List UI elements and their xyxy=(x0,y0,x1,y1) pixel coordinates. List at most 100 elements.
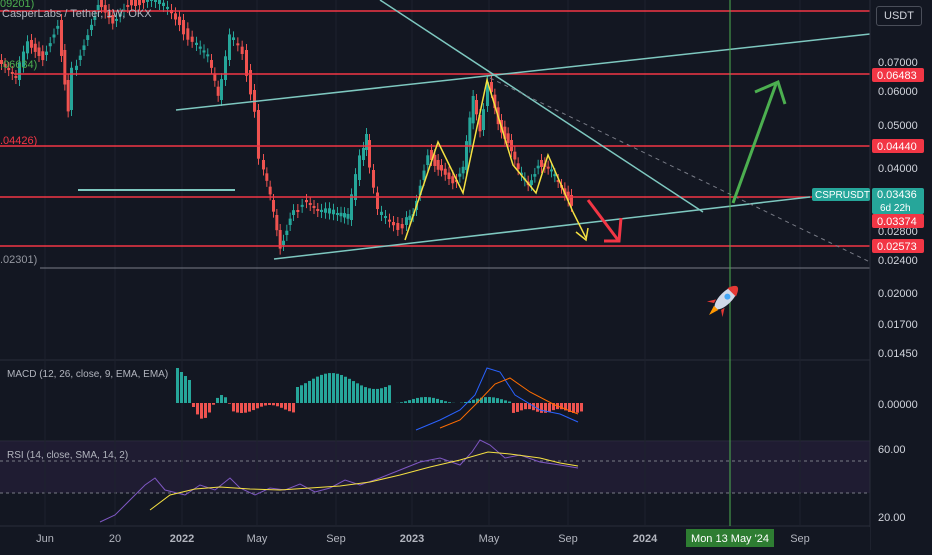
macd-bar xyxy=(240,403,243,413)
candle-body xyxy=(275,215,278,230)
macd-bar xyxy=(344,377,347,403)
rsi-band xyxy=(0,441,870,493)
countdown-label: 6d 22h xyxy=(880,203,911,214)
rsi-tick: 60.00 xyxy=(878,444,906,456)
candle-body xyxy=(34,44,37,52)
candle-body xyxy=(86,35,89,40)
macd-bar xyxy=(524,403,527,409)
candle-body xyxy=(316,209,319,211)
candle-body xyxy=(365,134,368,150)
macd-bar xyxy=(332,373,335,403)
left-level-label: .04426) xyxy=(0,135,37,147)
macd-bar xyxy=(496,398,499,403)
macd-bar xyxy=(188,380,191,403)
candle-body xyxy=(195,43,198,45)
price-tag-label: 0.02573 xyxy=(877,241,917,253)
candle-body xyxy=(11,72,14,74)
time-tick: Sep xyxy=(790,533,810,545)
macd-bar xyxy=(324,374,327,403)
macd-bar xyxy=(412,399,415,403)
macd-bar xyxy=(196,403,199,414)
macd-bar xyxy=(404,401,407,403)
candle-body xyxy=(482,109,485,130)
macd-bar xyxy=(440,400,443,403)
candle-body xyxy=(49,43,52,46)
macd-bar xyxy=(272,403,275,405)
macd-indicator-label[interactable]: MACD (12, 26, close, 9, EMA, EMA) xyxy=(7,369,168,380)
price-pane[interactable] xyxy=(0,0,870,360)
macd-bar xyxy=(288,403,291,411)
candle-body xyxy=(63,50,66,85)
macd-bar xyxy=(500,399,503,403)
candle-body xyxy=(191,37,194,42)
macd-bar xyxy=(540,403,543,413)
macd-bar xyxy=(400,402,403,403)
candle-body xyxy=(126,5,129,7)
candle-body xyxy=(241,47,244,54)
left-level-label: .02301) xyxy=(0,254,37,266)
macd-bar xyxy=(388,385,391,403)
candle-body xyxy=(462,167,465,174)
candle-body xyxy=(166,7,169,9)
macd-bar xyxy=(508,402,511,403)
macd-bar xyxy=(180,372,183,403)
candle-body xyxy=(537,166,540,169)
macd-bar xyxy=(364,387,367,403)
currency-button[interactable]: USDT xyxy=(876,6,922,26)
candle-body xyxy=(53,35,56,38)
macd-bar xyxy=(416,398,419,403)
rsi-indicator-label[interactable]: RSI (14, close, SMA, 14, 2) xyxy=(7,450,128,461)
price-tick: 0.01700 xyxy=(878,319,918,331)
candle-body xyxy=(530,180,533,185)
candle-body xyxy=(336,213,339,215)
macd-bar xyxy=(516,403,519,412)
price-tick: 0.05000 xyxy=(878,120,918,132)
candle-body xyxy=(178,17,181,25)
candle-body xyxy=(199,47,202,49)
macd-bar xyxy=(212,403,215,405)
macd-bar xyxy=(296,387,299,403)
macd-bar xyxy=(200,403,203,419)
left-level-label: .06634) xyxy=(0,59,37,71)
candle-body xyxy=(182,20,185,34)
candle-body xyxy=(262,160,265,169)
candle-body xyxy=(517,163,520,169)
candle-body xyxy=(388,220,391,222)
candle-body xyxy=(142,0,145,3)
macd-bar xyxy=(280,403,283,408)
candle-body xyxy=(45,52,48,55)
candle-body xyxy=(358,155,361,180)
macd-bar xyxy=(580,403,583,411)
time-tick: 20 xyxy=(109,533,121,545)
macd-bar xyxy=(208,403,211,412)
candle-body xyxy=(448,173,451,180)
macd-bar xyxy=(384,387,387,403)
candle-body xyxy=(350,194,353,220)
macd-bar xyxy=(268,403,271,405)
candle-body xyxy=(347,214,350,219)
price-tag-label: 0.06483 xyxy=(877,70,917,82)
candle-body xyxy=(83,45,86,50)
price-axis[interactable] xyxy=(870,0,932,550)
candle-body xyxy=(186,28,189,39)
candle-body xyxy=(100,0,103,7)
candle-body xyxy=(67,80,70,111)
candle-body xyxy=(362,148,365,160)
macd-bar xyxy=(436,399,439,403)
candle-body xyxy=(332,210,335,215)
candle-body xyxy=(206,54,209,56)
candle-body xyxy=(146,0,149,2)
candle-body xyxy=(380,212,383,215)
macd-bar xyxy=(228,403,231,404)
candle-body xyxy=(162,3,165,6)
candle-body xyxy=(150,0,153,1)
candle-body xyxy=(220,79,223,100)
candle-body xyxy=(265,173,268,181)
macd-bar xyxy=(576,403,579,413)
candle-body xyxy=(269,187,272,195)
macd-bar xyxy=(292,403,295,412)
candle-body xyxy=(245,50,248,76)
candle-body xyxy=(282,241,285,245)
price-tick: 0.04000 xyxy=(878,163,918,175)
